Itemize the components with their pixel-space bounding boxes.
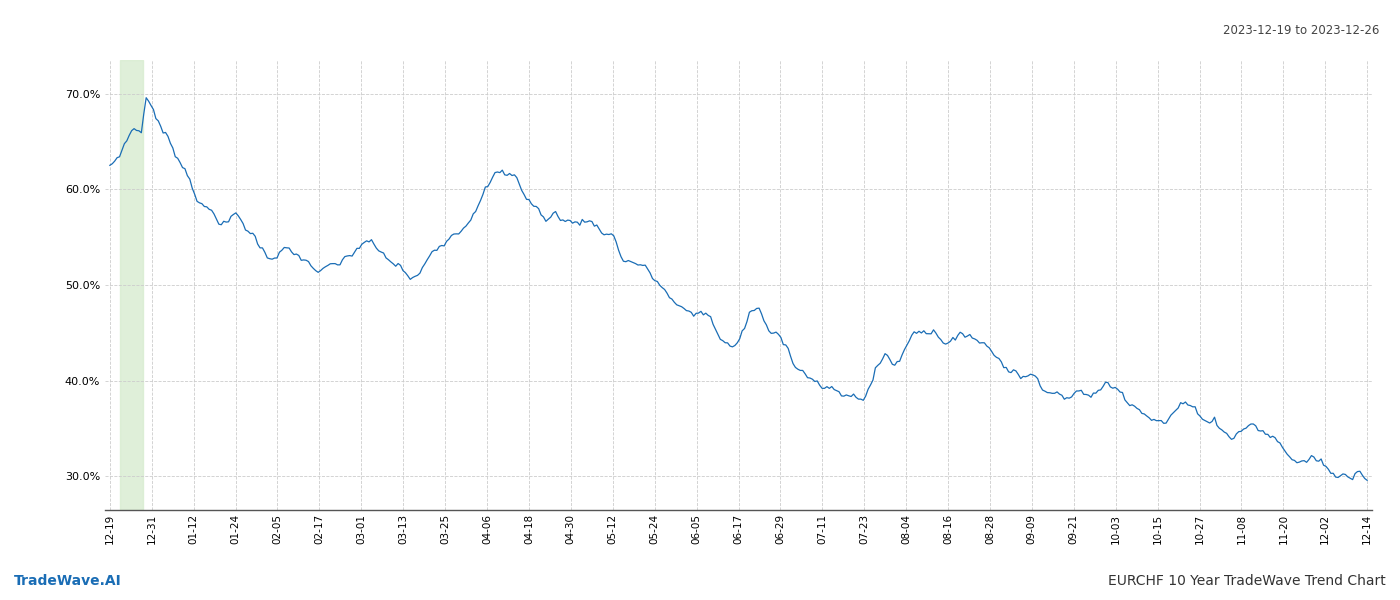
Bar	[120, 60, 143, 510]
Text: EURCHF 10 Year TradeWave Trend Chart: EURCHF 10 Year TradeWave Trend Chart	[1109, 574, 1386, 588]
Text: 2023-12-19 to 2023-12-26: 2023-12-19 to 2023-12-26	[1222, 24, 1379, 37]
Text: TradeWave.AI: TradeWave.AI	[14, 574, 122, 588]
